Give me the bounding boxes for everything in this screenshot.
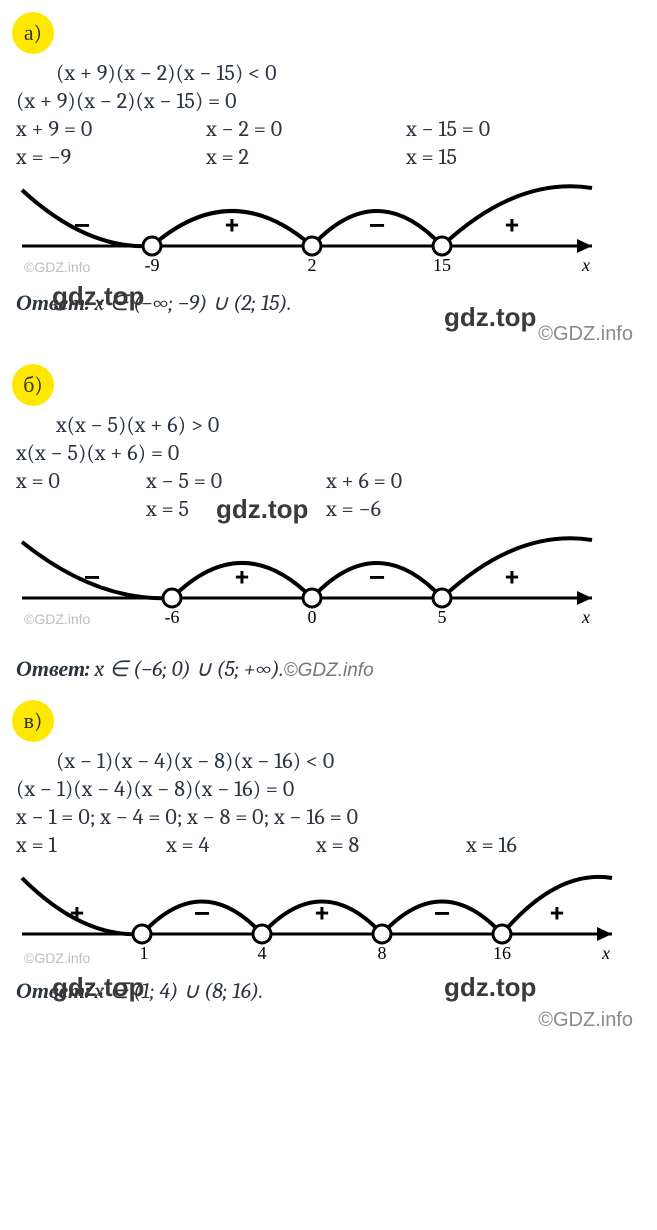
factor-b-2: x − 5 = 0: [146, 468, 326, 494]
svg-text:4: 4: [258, 943, 267, 963]
factor-b-1: x = 0: [16, 468, 146, 494]
factors-c: x − 1 = 0; x − 4 = 0; x − 8 = 0; x − 16 …: [16, 804, 645, 830]
numberline-b: -6 0 5 x − + − +: [12, 528, 612, 638]
svg-text:−: −: [368, 207, 386, 242]
factors-a: x + 9 = 0 x − 2 = 0 x − 15 = 0: [16, 116, 645, 142]
answer-label: Ответ:: [16, 290, 90, 316]
svg-text:−: −: [83, 559, 101, 594]
inequality-b: x(x − 5)(x + 6) > 0: [56, 412, 645, 438]
svg-text:−: −: [73, 207, 91, 242]
svg-text:x: x: [581, 255, 590, 275]
svg-text:15: 15: [433, 255, 451, 275]
numberline-a: -9 2 15 x − + − +: [12, 176, 612, 286]
svg-text:16: 16: [493, 943, 511, 963]
svg-text:x: x: [601, 943, 610, 963]
svg-text:x: x: [581, 607, 590, 627]
inequality-c: (x − 1)(x − 4)(x − 8)(x − 16) < 0: [56, 748, 645, 774]
roots-c: x = 1 x = 4 x = 8 x = 16: [16, 832, 645, 858]
equation-c: (x − 1)(x − 4)(x − 8)(x − 16) = 0: [16, 776, 645, 802]
inequality-a: (x + 9)(x − 2)(x − 15) < 0: [56, 60, 645, 86]
svg-text:+: +: [223, 207, 241, 242]
equation-a: (x + 9)(x − 2)(x − 15) = 0: [16, 88, 645, 114]
answer-label: Ответ:: [16, 656, 90, 682]
factor-a-2: x − 2 = 0: [206, 116, 406, 142]
svg-text:−: −: [193, 895, 211, 930]
root-a-2: x = 2: [206, 144, 406, 170]
part-b: б) x(x − 5)(x + 6) > 0 x(x − 5)(x + 6) =…: [12, 364, 645, 682]
svg-text:−: −: [433, 895, 451, 930]
part-a: а) (x + 9)(x − 2)(x − 15) < 0 (x + 9)(x …: [12, 12, 645, 316]
factor-a-3: x − 15 = 0: [406, 116, 586, 142]
root-a-3: x = 15: [406, 144, 586, 170]
svg-text:5: 5: [438, 607, 447, 627]
factor-a-1: x + 9 = 0: [16, 116, 206, 142]
svg-text:+: +: [503, 559, 521, 594]
svg-text:2: 2: [308, 255, 317, 275]
svg-text:1: 1: [140, 943, 149, 963]
factors-b: x = 0 x − 5 = 0 x + 6 = 0: [16, 468, 645, 494]
root-b-1: [16, 496, 146, 522]
svg-text:−: −: [368, 559, 386, 594]
numberline-c: 1 4 8 16 x + − + − +: [12, 864, 632, 974]
svg-text:+: +: [68, 895, 86, 930]
svg-text:+: +: [503, 207, 521, 242]
badge-c: в): [12, 700, 54, 742]
svg-text:+: +: [313, 895, 331, 930]
root-b-3: x = −6: [326, 496, 506, 522]
answer-math-a: x ∈ (−∞; −9) ∪ (2; 15).: [90, 290, 292, 316]
answer-a: Ответ: x ∈ (−∞; −9) ∪ (2; 15).: [16, 290, 645, 316]
answer-math-b: x ∈ (−6; 0) ∪ (5; +∞).: [90, 656, 284, 682]
svg-text:0: 0: [308, 607, 317, 627]
root-b-2: x = 5 gdz.top: [146, 496, 326, 522]
badge-b: б): [12, 364, 54, 406]
roots-b: x = 5 gdz.top x = −6: [16, 496, 645, 522]
root-c-3: x = 8: [316, 832, 466, 858]
part-c: в) (x − 1)(x − 4)(x − 8)(x − 16) < 0 (x …: [12, 700, 645, 1004]
svg-text:8: 8: [378, 943, 387, 963]
answer-trail-b: ©GDZ.info: [284, 660, 374, 681]
answer-b: Ответ: x ∈ (−6; 0) ∪ (5; +∞).©GDZ.info: [16, 656, 645, 682]
root-c-1: x = 1: [16, 832, 166, 858]
factor-b-3: x + 6 = 0: [326, 468, 506, 494]
svg-text:+: +: [548, 895, 566, 930]
root-a-1: x = −9: [16, 144, 206, 170]
svg-text:-9: -9: [145, 255, 160, 275]
svg-text:+: +: [233, 559, 251, 594]
badge-a: а): [12, 12, 54, 54]
answer-label: Ответ:: [16, 978, 90, 1004]
root-c-2: x = 4: [166, 832, 316, 858]
answer-math-c: x ∈ (1; 4) ∪ (8; 16).: [90, 978, 264, 1004]
equation-b: x(x − 5)(x + 6) = 0: [16, 440, 645, 466]
svg-text:-6: -6: [165, 607, 180, 627]
roots-a: x = −9 x = 2 x = 15: [16, 144, 645, 170]
answer-c: Ответ: x ∈ (1; 4) ∪ (8; 16).: [16, 978, 645, 1004]
root-c-4: x = 16: [466, 832, 596, 858]
